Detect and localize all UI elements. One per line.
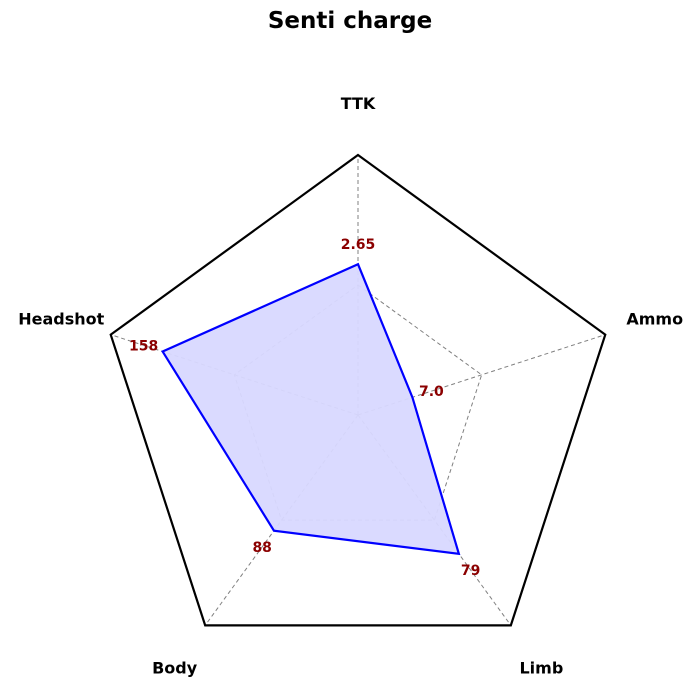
value-label-headshot: 158 [129, 338, 158, 354]
axis-label-limb: Limb [519, 658, 563, 677]
axis-label-ammo: Ammo [626, 310, 683, 329]
chart-title: Senti charge [267, 8, 433, 34]
value-label-limb: 79 [461, 563, 480, 579]
value-label-ammo: 7.0 [419, 384, 444, 400]
axis-label-headshot: Headshot [18, 310, 104, 329]
grid-ring-1 [233, 284, 483, 521]
value-label-ttk: 2.65 [341, 237, 376, 253]
axis-label-ttk: TTK [341, 94, 376, 113]
outer-frame [109, 153, 607, 627]
series-polygon [161, 262, 461, 556]
axis-label-body: Body [152, 658, 198, 677]
value-label-body: 88 [252, 540, 271, 556]
